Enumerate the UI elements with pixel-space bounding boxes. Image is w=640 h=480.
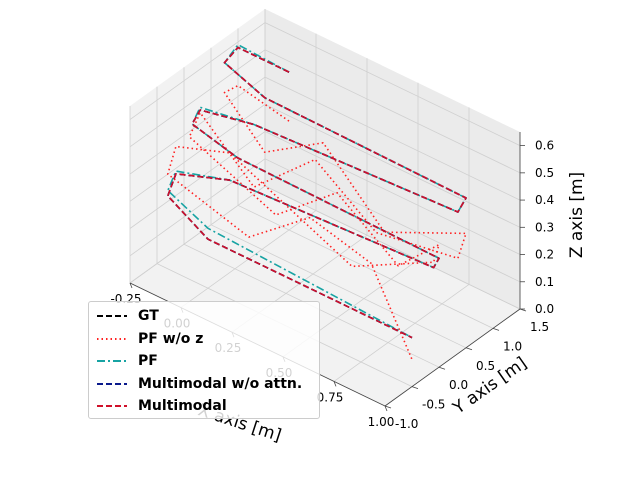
grid-lines — [129, 9, 521, 407]
y-tick-mark — [438, 366, 446, 370]
z-gridline — [129, 76, 521, 201]
z-gridline — [129, 49, 521, 174]
series-line-multimodal — [167, 46, 467, 339]
legend-label-gt: GT — [138, 308, 159, 325]
y-tick-label: 0.5 — [476, 359, 495, 373]
legend-swatch-pf-wo-z — [97, 337, 127, 340]
legend-item-pf: PF — [95, 350, 319, 373]
back-left-pane — [130, 9, 265, 283]
z-gridline — [129, 131, 521, 255]
x-tick-mark — [333, 381, 337, 387]
legend-item-pf-wo-z: PF w/o z — [95, 328, 319, 351]
z-axis-label: Z axis [m] — [567, 172, 587, 258]
z-tick-label: 0.3 — [535, 220, 554, 234]
back-right-pane — [265, 9, 520, 309]
floor-pane — [130, 186, 520, 406]
series-lines — [167, 43, 467, 360]
y-tick-label: 1.5 — [530, 320, 549, 334]
y-tick-label: 1.0 — [503, 339, 522, 353]
legend-item-multimodal-wo-attn: Multimodal w/o attn. — [95, 373, 319, 396]
y-tick-label: 0.0 — [449, 378, 468, 392]
legend-swatch-multimodal-wo-attn — [97, 382, 127, 385]
z-tick-label: 0.1 — [535, 275, 554, 289]
x-tick-label: 1.00 — [368, 415, 395, 429]
legend-item-gt: GT — [95, 305, 319, 328]
y-tick-mark — [384, 405, 392, 409]
z-tick-label: 0.6 — [535, 139, 554, 153]
z-gridline — [129, 103, 521, 228]
legend-label-multimodal-wo-attn: Multimodal w/o attn. — [138, 375, 303, 392]
axis-panes — [130, 9, 520, 406]
y-tick-mark — [411, 386, 419, 389]
legend-swatch-pf — [97, 360, 127, 363]
y-tick-label: -0.5 — [422, 398, 445, 412]
series-line-pf-w-o-z — [167, 84, 467, 360]
z-gridline — [129, 22, 521, 146]
z-tick-label: 0.4 — [535, 193, 554, 207]
legend-swatch-multimodal — [97, 405, 127, 408]
legend-item-multimodal: Multimodal — [95, 395, 319, 418]
legend-label-pf-wo-z: PF w/o z — [138, 330, 204, 347]
x-tick-label: 0.75 — [317, 390, 344, 404]
z-tick-label: 0.2 — [535, 248, 554, 262]
y-tick-label: -1.0 — [395, 417, 418, 431]
legend-label-multimodal: Multimodal — [138, 398, 227, 415]
y-tick-mark — [492, 328, 500, 331]
x-tick-mark — [129, 282, 133, 289]
legend: GT PF w/o z PF Multimodal w/o attn. Mult… — [88, 301, 320, 419]
legend-label-pf: PF — [138, 353, 158, 370]
x-tick-mark — [384, 405, 388, 412]
y-tick-mark — [465, 347, 473, 351]
y-axis-line — [384, 308, 521, 407]
legend-swatch-gt — [97, 315, 127, 318]
z-tick-label: 0.5 — [535, 166, 554, 180]
z-gridline — [129, 158, 521, 283]
z-tick-label: 0.0 — [535, 302, 554, 316]
